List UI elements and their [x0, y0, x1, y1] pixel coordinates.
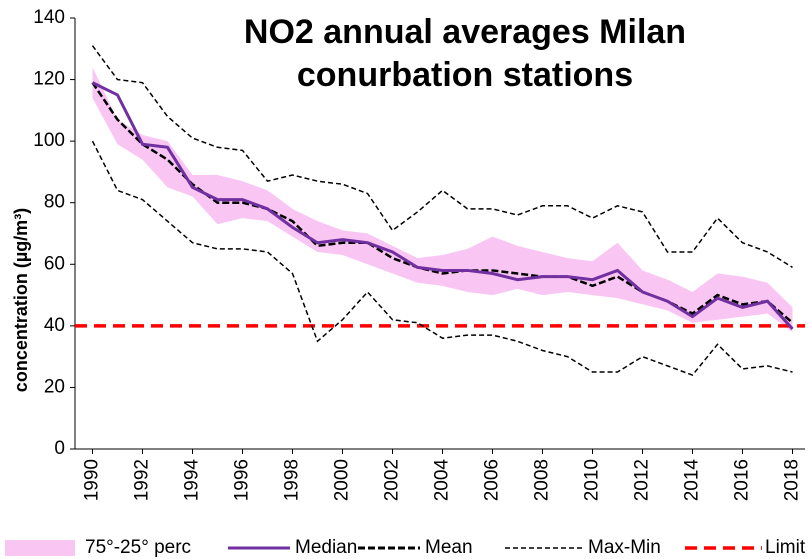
- y-tick-label: 60: [44, 253, 65, 274]
- x-tick-label: 2002: [382, 459, 403, 501]
- legend-label: Mean: [425, 537, 473, 558]
- x-tick-label: 2012: [632, 459, 653, 501]
- x-tick-label: 2016: [732, 459, 753, 501]
- legend-label: 75°-25° perc: [85, 537, 191, 558]
- mean-line: [91, 81, 794, 324]
- y-tick-label: 40: [44, 315, 65, 336]
- x-tick-label: 2004: [432, 459, 453, 502]
- x-tick-label: 1996: [232, 459, 253, 501]
- x-tick-label: 2008: [532, 459, 553, 501]
- y-axis-label: concentration (µg/m³): [11, 208, 31, 392]
- legend-label: Limit: [765, 537, 806, 558]
- x-tick-label: 2014: [682, 459, 703, 502]
- x-tick-label: 2018: [782, 459, 803, 501]
- percentile-band: [92, 67, 793, 333]
- min-line: [91, 140, 793, 377]
- y-tick-label: 20: [44, 376, 65, 397]
- legend-label: Median: [295, 537, 357, 558]
- y-tick-label: 120: [33, 69, 65, 90]
- x-tick-label: 1998: [282, 459, 303, 501]
- y-tick-label: 100: [33, 130, 65, 151]
- chart-title: NO2 annual averages Milan: [244, 13, 686, 51]
- y-tick-label: 80: [44, 192, 65, 213]
- chart-title: conurbation stations: [297, 56, 633, 94]
- legend-swatch: [5, 540, 75, 556]
- x-tick-label: 2006: [482, 459, 503, 501]
- x-tick-label: 2000: [332, 459, 353, 501]
- y-tick-label: 140: [33, 7, 65, 28]
- x-tick-label: 1992: [132, 459, 153, 501]
- x-tick-label: 1990: [82, 459, 103, 501]
- legend-label: Max-Min: [588, 537, 661, 558]
- y-tick-label: 0: [54, 438, 65, 459]
- x-tick-label: 1994: [182, 459, 203, 502]
- max-line: [91, 45, 793, 269]
- median-line: [91, 81, 794, 330]
- x-tick-label: 2010: [582, 459, 603, 501]
